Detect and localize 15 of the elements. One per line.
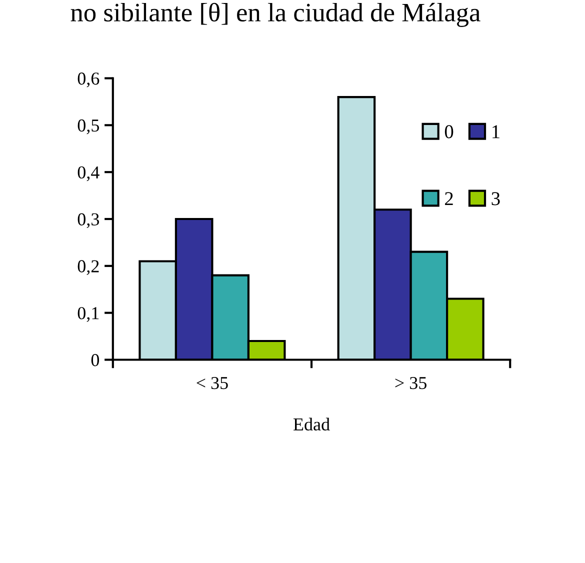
y-tick-label: 0,3 (78, 213, 100, 228)
x-axis-title: Edad (293, 418, 330, 431)
y-tick-label: 0,5 (78, 119, 100, 134)
y-tick-label: 0 (91, 354, 100, 366)
y-tick-label: 0,1 (78, 307, 99, 322)
y-tick-label: 0,4 (78, 166, 100, 182)
y-tick-label: 0,6 (78, 72, 100, 88)
x-tick-label: > 35 (395, 376, 426, 390)
y-tick-label: 0,2 (78, 260, 99, 275)
legend-label: 2 (445, 192, 453, 206)
chart-title: no sibilante [θ] en la ciudad de Málaga (70, 2, 480, 27)
legend-label: 3 (492, 192, 500, 206)
legend-label: 1 (492, 125, 500, 138)
x-tick-label: < 35 (196, 376, 228, 390)
legend-label: 0 (444, 125, 454, 138)
